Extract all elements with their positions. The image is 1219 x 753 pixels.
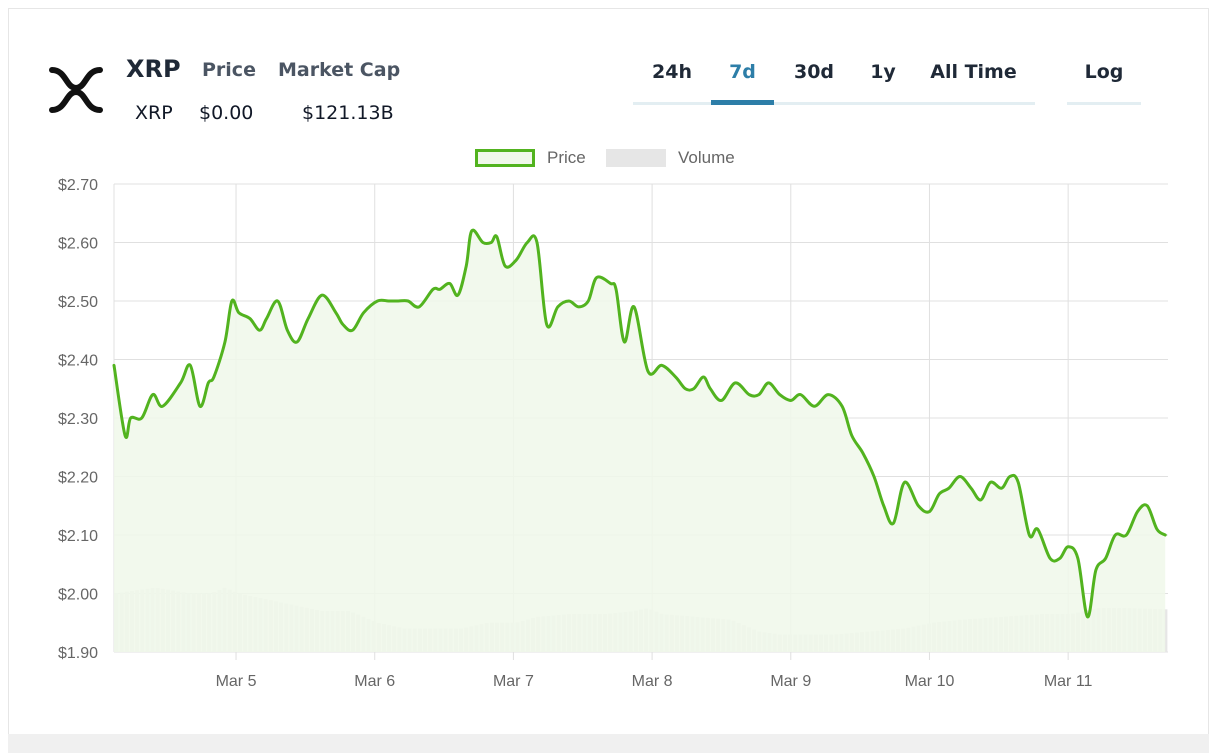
time-range-tabs: 24h 7d 30d 1y All Time [633, 50, 1035, 105]
xrp-logo-icon [49, 67, 103, 113]
tab-1y[interactable]: 1y [870, 61, 896, 83]
tab-7d[interactable]: 7d [711, 50, 774, 105]
coin-symbol: XRP [135, 102, 173, 124]
legend-price[interactable]: Price [475, 146, 600, 170]
chart-card [8, 8, 1209, 753]
legend-price-label: Price [547, 148, 586, 167]
coin-name: XRP [126, 55, 181, 83]
log-scale-button[interactable]: Log [1067, 50, 1141, 105]
footer-strip [8, 734, 1209, 753]
price-label: Price [202, 59, 256, 81]
price-value: $0.00 [199, 102, 254, 124]
tab-all-time[interactable]: All Time [930, 61, 1017, 83]
legend-volume-label: Volume [678, 148, 735, 167]
legend-price-swatch [475, 149, 535, 167]
market-cap-label: Market Cap [278, 59, 401, 81]
legend-volume[interactable]: Volume [606, 146, 746, 170]
market-cap-value: $121.13B [302, 102, 394, 124]
tab-24h[interactable]: 24h [652, 61, 692, 83]
legend-volume-swatch [606, 149, 666, 167]
tab-30d[interactable]: 30d [793, 61, 835, 83]
